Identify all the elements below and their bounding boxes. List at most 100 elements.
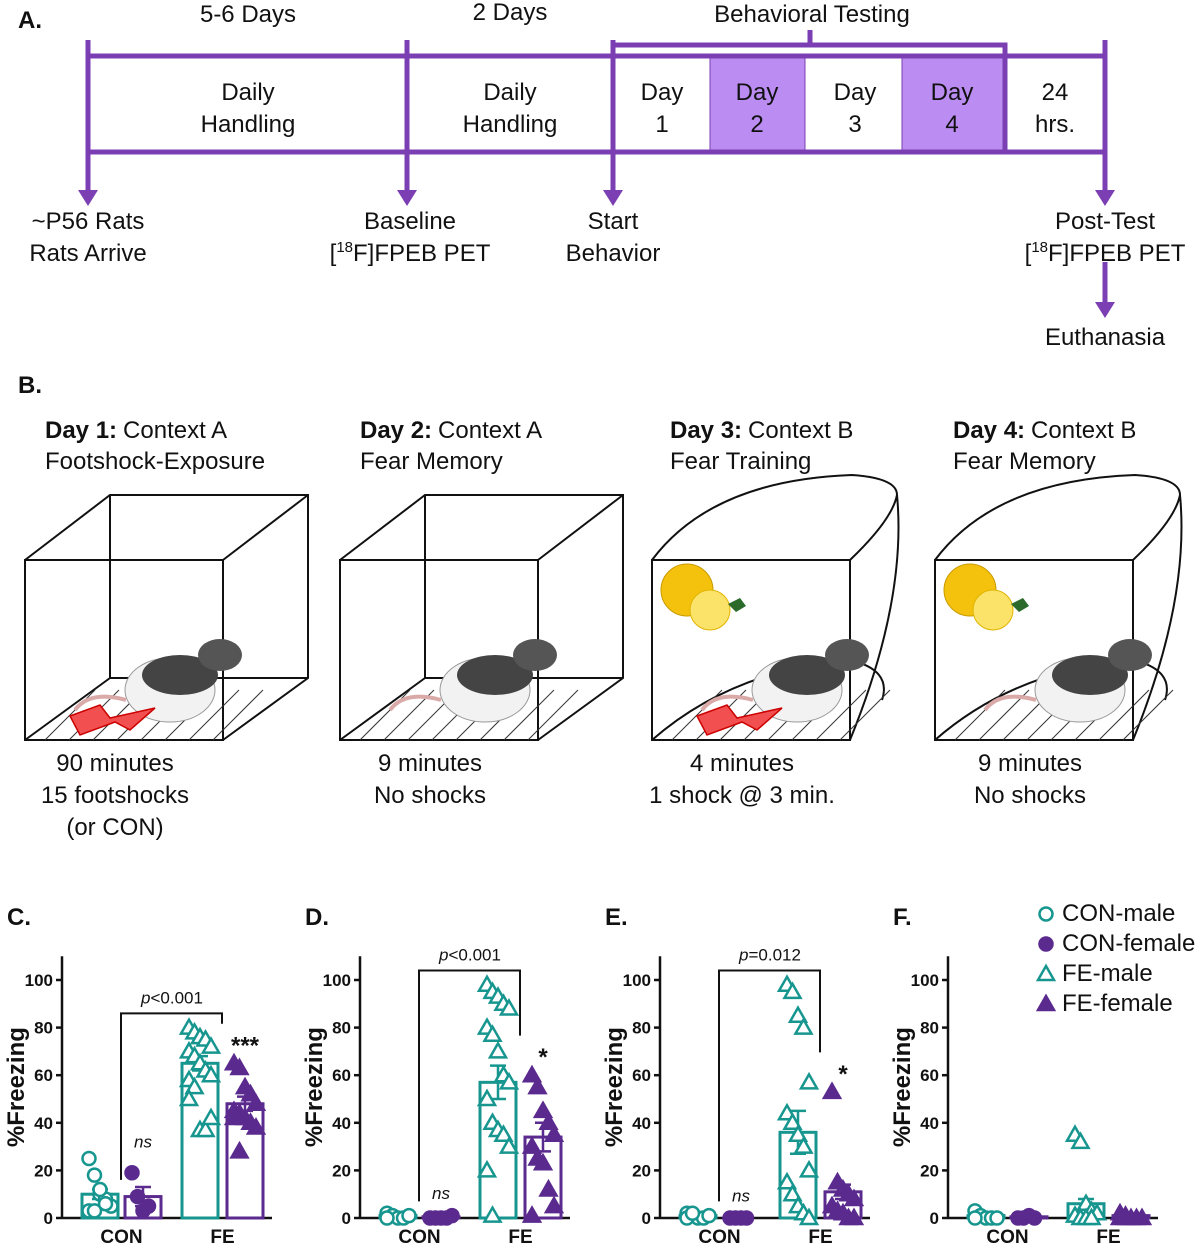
y-axis-label: %Freezing	[601, 1027, 628, 1147]
point	[86, 1167, 103, 1183]
y-tick-label: 60	[632, 1066, 651, 1085]
day-header: Day 4: Context B	[953, 417, 1136, 444]
floor-hatch	[527, 689, 579, 741]
rat-head	[198, 639, 242, 671]
point	[401, 1207, 417, 1224]
rat-back	[1052, 655, 1128, 695]
point	[97, 1195, 114, 1212]
segment-label: Day	[641, 79, 684, 106]
point	[178, 1088, 200, 1107]
point	[498, 998, 520, 1016]
x-tick-label: CON	[100, 1227, 142, 1248]
ns-label: ns	[432, 1184, 450, 1203]
y-tick-label: 20	[34, 1161, 53, 1180]
point	[684, 1205, 701, 1221]
rat-head	[825, 639, 869, 671]
legend-label: FE-female	[1062, 990, 1173, 1017]
point	[476, 1088, 498, 1107]
point	[701, 1207, 717, 1224]
context: Context B	[1031, 417, 1136, 444]
point	[223, 1107, 245, 1126]
x-tick-label: CON	[398, 1227, 440, 1248]
point	[498, 1071, 520, 1090]
y-tick-label: 100	[623, 971, 651, 990]
floor-hatch	[212, 689, 264, 741]
day: Day 4:	[953, 417, 1025, 444]
segment-label: Day	[736, 79, 779, 106]
panel-label: B.	[18, 372, 42, 399]
segment-label: 2	[750, 111, 763, 138]
point	[81, 1150, 97, 1167]
shock	[695, 704, 783, 736]
p-value: p<0.001	[438, 945, 501, 964]
tracer: F]FPEB PET	[1048, 240, 1186, 267]
point	[798, 1071, 820, 1090]
y-tick-label: 60	[34, 1066, 53, 1085]
end-label: Euthanasia	[1045, 324, 1166, 351]
p: p	[438, 945, 448, 964]
day-shade	[710, 56, 805, 152]
p-value: p=0.012	[738, 945, 801, 964]
note: 9 minutes	[378, 750, 482, 777]
y-axis-label: %Freezing	[3, 1027, 30, 1147]
significance: *	[838, 1061, 848, 1088]
point	[1038, 936, 1054, 952]
day: Day 2:	[360, 417, 432, 444]
y-tick-label: 0	[642, 1209, 651, 1228]
panel-label: F.	[893, 904, 912, 931]
arrow-head	[397, 190, 417, 206]
milestone: Baseline	[364, 208, 456, 235]
point	[1115, 1207, 1136, 1226]
rat-back	[457, 655, 533, 695]
milestone: ~P56 Rats	[32, 208, 145, 235]
point	[989, 1210, 1005, 1226]
point	[967, 1210, 983, 1226]
note: 15 footshocks	[41, 782, 189, 809]
point	[245, 1093, 267, 1112]
legend-label: CON-male	[1062, 900, 1175, 927]
context: Context B	[748, 417, 853, 444]
bracket-text: [	[330, 240, 337, 267]
point	[245, 1117, 267, 1135]
point	[843, 1207, 865, 1226]
segment-label: Day	[834, 79, 877, 106]
point	[482, 1024, 503, 1042]
day-shade	[902, 56, 1005, 152]
note: No shocks	[374, 782, 486, 809]
point	[532, 1152, 554, 1171]
y-tick-label: 20	[332, 1161, 351, 1180]
cage-back	[339, 494, 624, 741]
ns-label: ns	[134, 1132, 152, 1151]
arrow-head	[1095, 302, 1115, 318]
milestone: Behavior	[566, 240, 661, 267]
segment-label: Handling	[463, 111, 558, 138]
milestone: Start	[588, 208, 639, 235]
point	[521, 1064, 543, 1083]
floor-hatch	[1122, 689, 1174, 741]
leaf	[728, 598, 746, 612]
point	[124, 1165, 140, 1181]
legend-label: FE-male	[1062, 960, 1153, 987]
point	[787, 1005, 809, 1023]
y-axis-label: %Freezing	[889, 1027, 916, 1147]
bracket-label: Behavioral Testing	[714, 1, 910, 28]
segment-label: hrs.	[1035, 111, 1075, 138]
point	[787, 1124, 809, 1142]
rat-back	[142, 655, 218, 695]
y-tick-label: 80	[34, 1019, 53, 1038]
point	[532, 1100, 554, 1119]
significance: *	[538, 1044, 548, 1071]
y-tick-label: 20	[632, 1161, 651, 1180]
point	[140, 1198, 157, 1214]
point	[200, 1064, 222, 1083]
cage-back	[24, 494, 309, 741]
segment-label: Handling	[201, 111, 296, 138]
point	[793, 1136, 814, 1154]
leaf	[1011, 598, 1029, 612]
point	[92, 1181, 108, 1198]
point	[738, 1210, 755, 1226]
y-tick-label: 40	[332, 1114, 351, 1133]
floor-hatch	[359, 689, 411, 741]
rat-tail	[700, 694, 754, 712]
lemon-slice	[689, 589, 731, 631]
